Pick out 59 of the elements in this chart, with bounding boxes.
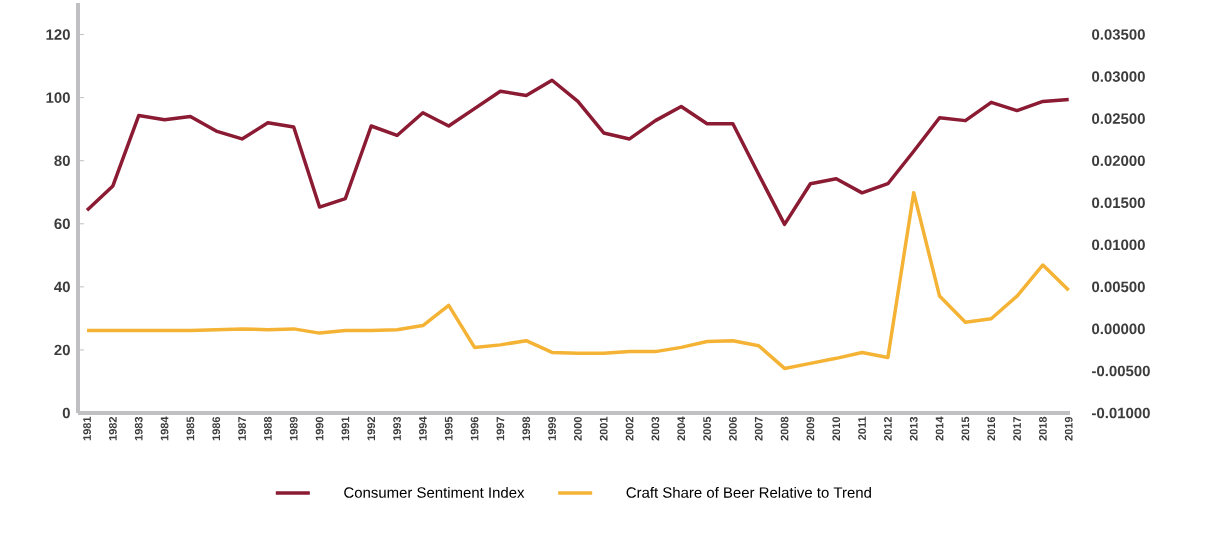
line-series — [85, 78, 1071, 227]
x-tick-label: 1991 — [341, 416, 350, 441]
legend-label: Craft Share of Beer Relative to Trend — [626, 486, 871, 498]
x-tick-label: 2001 — [599, 416, 608, 441]
y2-tick-label: 0.01000 — [1092, 239, 1145, 251]
x-tick-label: 1990 — [315, 416, 324, 441]
x-tick-label: 1999 — [548, 416, 556, 441]
x-tick-label: 1998 — [522, 416, 531, 441]
x-tick-label: 2006 — [729, 416, 737, 441]
y2-tick-label: 0.03000 — [1092, 71, 1145, 82]
x-tick-label: 2014 — [935, 416, 944, 441]
x-tick-label: 2017 — [1013, 417, 1021, 441]
y-tick-label: 40 — [54, 281, 70, 293]
x-tick-label: 1983 — [134, 416, 143, 441]
x-tick-label: 2010 — [832, 416, 841, 441]
x-tick-label: 1995 — [444, 416, 453, 441]
x-tick-label: 1989 — [289, 416, 298, 441]
x-tick-label: 2007 — [754, 417, 763, 441]
x-tick-label: 2003 — [651, 416, 660, 441]
x-tick-label: 2009 — [806, 416, 815, 441]
x-tick-label: 1982 — [109, 416, 117, 441]
y-tick-label: 60 — [54, 218, 70, 230]
x-tick-label: 2019 — [1064, 416, 1073, 441]
y2-tick-label: 0.02000 — [1092, 155, 1145, 166]
y2-tick-label: -0.01000 — [1092, 407, 1150, 419]
legend-label: Consumer Sentiment Index — [344, 486, 525, 498]
x-tick-label: 2008 — [780, 416, 789, 441]
y2-tick-label: -0.00500 — [1092, 365, 1150, 377]
x-tick-label: 1987 — [238, 417, 246, 441]
x-tick-label: 1984 — [160, 416, 169, 441]
x-tick-label: 2004 — [677, 416, 686, 441]
x-tick-label: 1997 — [496, 417, 505, 441]
x-tick-label: 2013 — [909, 416, 918, 441]
y2-tick-label: 0.00500 — [1092, 281, 1145, 293]
y-tick-label: 20 — [54, 344, 70, 356]
x-tick-label: 2018 — [1039, 416, 1047, 441]
y-tick-label: 0 — [62, 407, 70, 419]
x-tick-label: 1996 — [470, 416, 479, 441]
y2-tick-label: 0.03500 — [1092, 29, 1145, 40]
x-tick-label: 2012 — [884, 416, 892, 441]
x-tick-label: 1992 — [367, 416, 376, 441]
y2-tick-label: 0.00000 — [1092, 323, 1145, 335]
x-tick-label: 2016 — [987, 416, 996, 441]
x-tick-label: 2015 — [961, 416, 970, 441]
y-tick-label: 80 — [54, 155, 70, 166]
x-tick-label: 2000 — [574, 416, 582, 441]
y2-tick-label: 0.02500 — [1092, 113, 1145, 124]
x-tick-label: 1988 — [264, 416, 272, 441]
y2-tick-label: 0.01500 — [1092, 197, 1145, 209]
x-tick-label: 1985 — [186, 416, 195, 441]
y-tick-label: 120 — [46, 29, 70, 40]
y-tick-label: 100 — [46, 92, 70, 103]
x-tick-label: 1981 — [83, 416, 91, 441]
x-tick-label: 1993 — [393, 416, 401, 441]
x-tick-label: 2002 — [625, 416, 634, 441]
x-tick-label: 2005 — [703, 416, 711, 441]
x-tick-label: 2011 — [858, 416, 866, 440]
x-tick-label: 1986 — [212, 416, 221, 441]
x-tick-label: 1994 — [419, 416, 427, 441]
